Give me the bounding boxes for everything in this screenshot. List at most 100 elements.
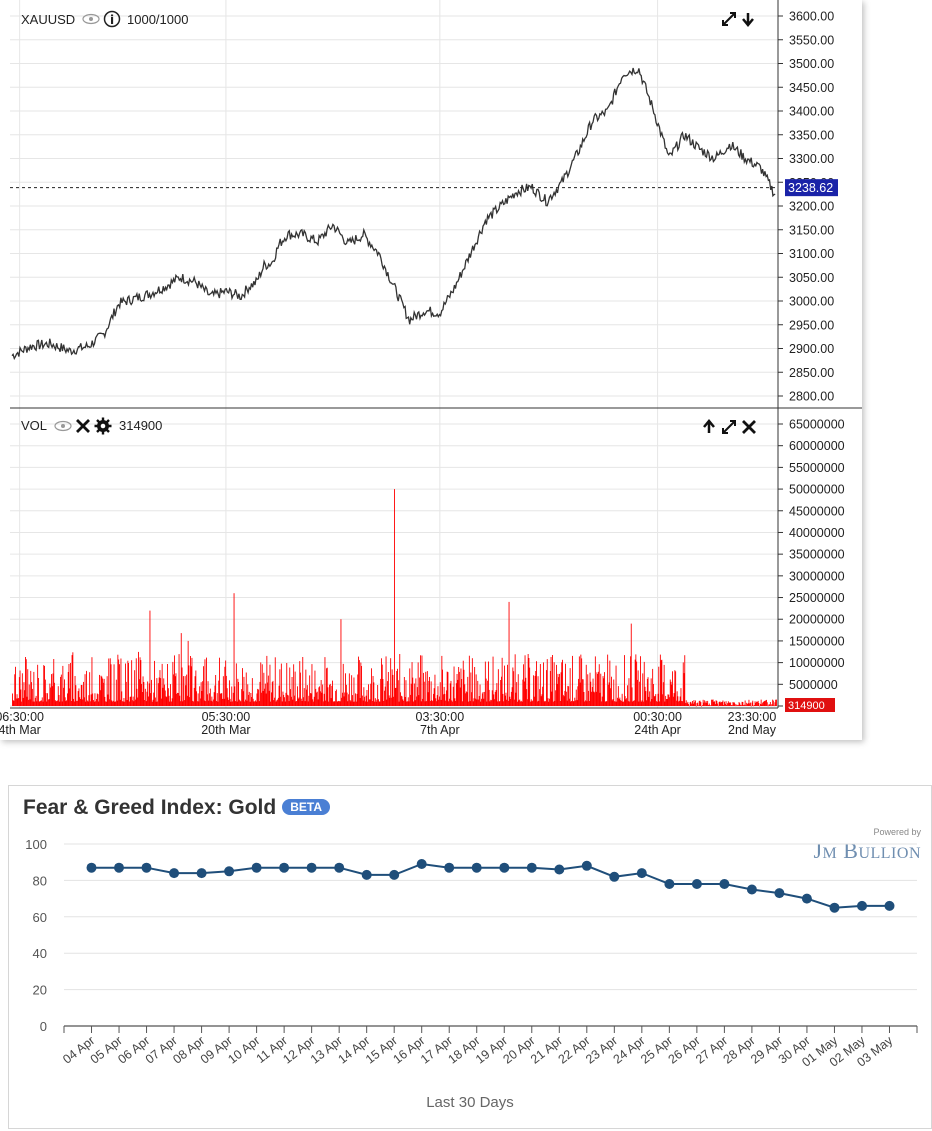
- eye-icon[interactable]: [82, 13, 100, 25]
- fg-point[interactable]: [526, 862, 537, 873]
- volume-bar: [401, 696, 403, 706]
- volume-bar: [105, 701, 107, 706]
- price-axis-ticks: 2800.00 2850.00 2900.00 2950.00 3000.00 3050.…: [778, 10, 834, 404]
- fg-point[interactable]: [141, 862, 152, 873]
- volume-bar: [36, 701, 38, 706]
- volume-bar: [611, 676, 612, 706]
- fg-point[interactable]: [609, 871, 620, 882]
- volume-label: VOL: [21, 418, 47, 433]
- volume-bar: [165, 696, 167, 706]
- fg-point[interactable]: [389, 869, 400, 880]
- expand-icon[interactable]: [722, 420, 736, 434]
- fg-point[interactable]: [691, 879, 702, 889]
- fg-point[interactable]: [224, 866, 235, 877]
- volume-bar: [45, 693, 47, 706]
- volume-bar: [584, 701, 586, 706]
- fg-point[interactable]: [251, 862, 262, 873]
- fg-point[interactable]: [114, 862, 124, 873]
- volume-bar: [400, 695, 402, 706]
- fg-point[interactable]: [554, 864, 565, 875]
- fg-point[interactable]: [334, 862, 345, 873]
- fg-point[interactable]: [196, 868, 207, 879]
- volume-bar: [655, 694, 657, 706]
- volume-bar: [53, 659, 55, 706]
- volume-bar: [109, 699, 110, 706]
- volume-bar: [297, 698, 299, 706]
- volume-bar: [51, 686, 53, 706]
- volume-bar: [384, 686, 386, 706]
- arrow-up-icon[interactable]: [703, 419, 715, 433]
- volume-bar: [186, 674, 188, 706]
- volume-bar: [52, 673, 54, 706]
- volume-bar: [508, 601, 510, 706]
- volume-bar: [763, 701, 765, 706]
- fg-point[interactable]: [801, 893, 812, 904]
- volume-bar: [565, 663, 566, 706]
- info-icon[interactable]: i: [103, 10, 121, 28]
- gear-icon[interactable]: [94, 417, 112, 435]
- fg-point[interactable]: [774, 888, 785, 899]
- fg-point[interactable]: [471, 862, 482, 873]
- volume-bar: [692, 701, 693, 706]
- volume-bar: [443, 686, 445, 706]
- volume-bar: [637, 670, 639, 706]
- fg-point[interactable]: [361, 869, 372, 880]
- price-tick-label: 3600.00: [789, 10, 834, 24]
- volume-bar: [16, 694, 18, 706]
- volume-bar: [180, 633, 182, 706]
- fg-point[interactable]: [169, 868, 180, 879]
- fg-point[interactable]: [829, 902, 840, 913]
- volume-bar: [71, 655, 73, 706]
- fg-point[interactable]: [444, 862, 455, 873]
- fg-point[interactable]: [279, 862, 290, 873]
- volume-bar: [380, 678, 382, 706]
- volume-bar: [651, 699, 653, 706]
- volume-bar: [750, 706, 752, 707]
- volume-bar: [298, 697, 300, 706]
- volume-bar: [447, 672, 449, 706]
- volume-bar: [501, 657, 503, 706]
- fg-point[interactable]: [884, 900, 895, 911]
- fg-point[interactable]: [306, 862, 317, 873]
- volume-bar: [148, 696, 149, 706]
- volume-bar: [765, 700, 767, 706]
- fg-point[interactable]: [581, 860, 592, 871]
- volume-bar: [33, 671, 35, 706]
- volume-bar: [727, 703, 728, 706]
- volume-bar: [283, 694, 285, 706]
- volume-bar: [745, 705, 747, 706]
- volume-bar: [523, 664, 524, 706]
- volume-bar: [25, 659, 27, 706]
- time-tick-label: 03:30:00: [416, 710, 465, 724]
- volume-bar: [255, 700, 256, 706]
- arrow-down-icon[interactable]: [742, 13, 754, 27]
- volume-bar: [684, 655, 686, 706]
- fg-point[interactable]: [719, 879, 730, 889]
- fg-point[interactable]: [416, 859, 427, 869]
- fg-point[interactable]: [86, 862, 97, 873]
- volume-bar: [80, 685, 82, 706]
- volume-bar: [219, 693, 221, 706]
- fear-greed-line: [91, 862, 890, 909]
- volume-tag: [785, 698, 835, 712]
- fg-point[interactable]: [636, 868, 647, 879]
- fg-point[interactable]: [857, 900, 867, 911]
- fg-point[interactable]: [746, 884, 757, 895]
- eye-icon[interactable]: [54, 420, 72, 432]
- expand-icon[interactable]: [722, 12, 736, 26]
- volume-bar: [653, 684, 654, 706]
- volume-bar: [228, 699, 230, 706]
- close-icon[interactable]: [76, 419, 90, 433]
- fg-point[interactable]: [664, 879, 675, 889]
- volume-bar: [529, 667, 531, 706]
- volume-bar: [406, 701, 408, 706]
- close-icon[interactable]: [742, 420, 756, 434]
- volume-bar: [559, 673, 560, 706]
- price-tick-label: 3000.00: [789, 295, 834, 309]
- volume-bar: [42, 701, 44, 706]
- volume-bar: [723, 704, 725, 706]
- volume-bar: [441, 655, 443, 706]
- volume-bar: [269, 664, 271, 706]
- fg-point[interactable]: [499, 862, 510, 873]
